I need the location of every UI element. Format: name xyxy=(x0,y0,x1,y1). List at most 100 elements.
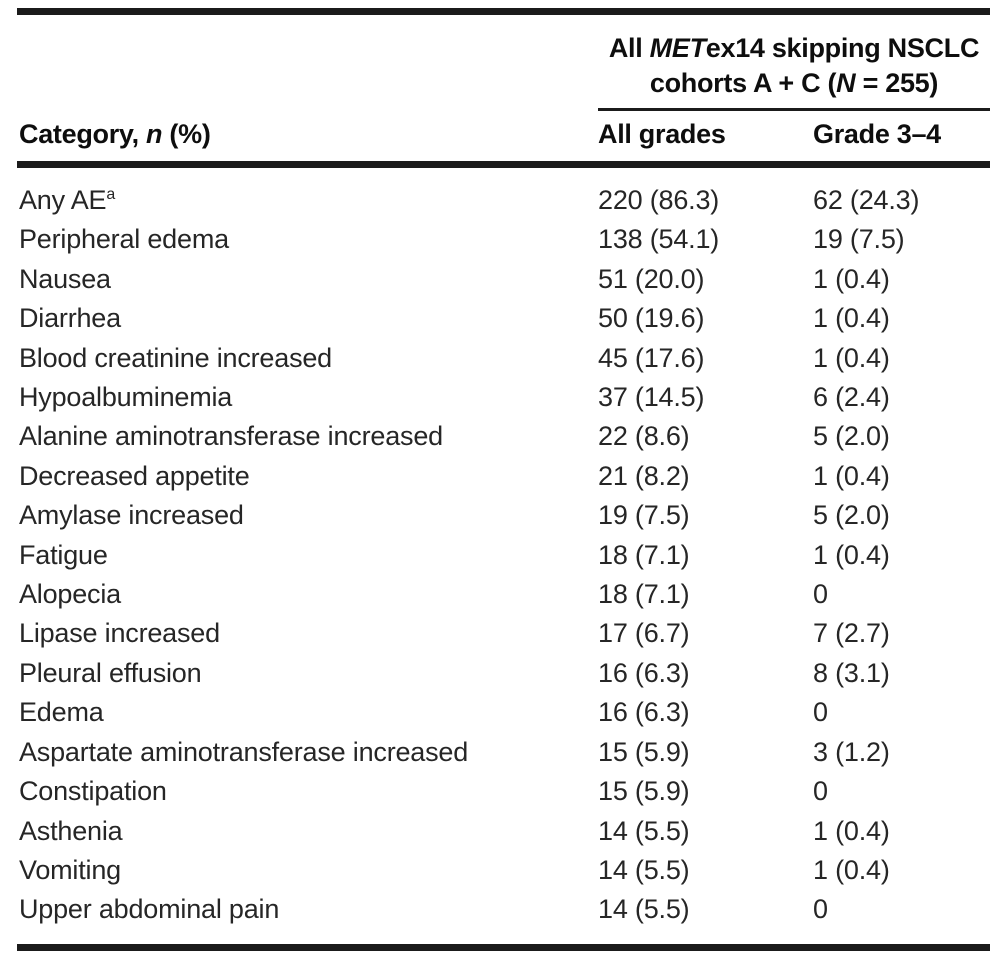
grade-3-4-value: 7 (2.7) xyxy=(813,618,890,649)
table-row: Amylase increased 19 (7.5) 5 (2.0) xyxy=(17,496,990,535)
grade-3-4-value: 1 (0.4) xyxy=(813,815,890,846)
span-header-line1-pre: All xyxy=(608,33,650,63)
category-cell: Any AEa xyxy=(17,165,598,221)
adverse-events-table-container: Category, n (%) All METex14 skipping NSC… xyxy=(17,8,990,951)
grade-3-4-value: 8 (3.1) xyxy=(813,657,890,688)
table-row: Hypoalbuminemia 37 (14.5) 6 (2.4) xyxy=(17,378,990,417)
grade-3-4-value: 1 (0.4) xyxy=(813,460,890,491)
category-label: Edema xyxy=(19,697,104,728)
span-header-line1-italic: MET xyxy=(649,33,706,63)
span-header-line2-pre: cohorts A + C ( xyxy=(649,68,837,98)
grade-3-4-value: 0 xyxy=(813,776,828,807)
table-row: Peripheral edema 138 (54.1) 19 (7.5) xyxy=(17,220,990,259)
table-row: Constipation 15 (5.9) 0 xyxy=(17,772,990,811)
category-header-post: (%) xyxy=(162,119,211,149)
category-cell: Vomiting xyxy=(17,851,598,890)
grade-3-4-value: 3 (1.2) xyxy=(813,736,890,767)
grade-3-4-value: 6 (2.4) xyxy=(813,382,890,413)
category-cell: Amylase increased xyxy=(17,496,598,535)
category-label: Any AE xyxy=(19,185,107,215)
category-cell: Aspartate aminotransferase increased xyxy=(17,733,598,772)
category-cell: Edema xyxy=(17,693,598,732)
table-row: Lipase increased 17 (6.7) 7 (2.7) xyxy=(17,614,990,653)
footnote-marker: a xyxy=(106,186,116,203)
all-grades-value: 18 (7.1) xyxy=(598,539,690,570)
category-cell: Peripheral edema xyxy=(17,220,598,259)
category-label: Nausea xyxy=(19,263,111,294)
category-cell: Constipation xyxy=(17,772,598,811)
all-grades-value: 18 (7.1) xyxy=(598,579,690,610)
all-grades-value: 50 (19.6) xyxy=(598,303,705,334)
category-label: Alanine aminotransferase increased xyxy=(19,421,443,452)
category-header-pre: Category, xyxy=(19,119,147,149)
all-grades-value: 22 (8.6) xyxy=(598,421,690,452)
category-label: Constipation xyxy=(19,776,167,807)
category-label: Amylase increased xyxy=(19,500,244,531)
grade-3-4-value: 0 xyxy=(813,579,828,610)
grade-3-4-value: 0 xyxy=(813,894,828,925)
category-label: Decreased appetite xyxy=(19,460,250,491)
category-label: Fatigue xyxy=(19,539,108,570)
table-row: Fatigue 18 (7.1) 1 (0.4) xyxy=(17,536,990,575)
category-label: Peripheral edema xyxy=(19,224,229,255)
table-header: Category, n (%) All METex14 skipping NSC… xyxy=(17,11,990,168)
span-header-line1-post: ex14 skipping NSCLC xyxy=(705,33,980,63)
column-header-row: All grades Grade 3–4 xyxy=(17,109,990,168)
grade-3-4-value: 5 (2.0) xyxy=(813,421,890,452)
category-cell: Blood creatinine increased xyxy=(17,339,598,378)
all-grades-value: 220 (86.3) xyxy=(598,185,720,215)
span-header-line2: cohorts A + C (N = 255) xyxy=(649,68,939,98)
all-grades-value: 19 (7.5) xyxy=(598,500,690,531)
span-header-line1: All METex14 skipping NSCLC xyxy=(608,33,980,63)
all-grades-value: 16 (6.3) xyxy=(598,697,690,728)
table-row: Upper abdominal pain 14 (5.5) 0 xyxy=(17,890,990,947)
adverse-events-table: Category, n (%) All METex14 skipping NSC… xyxy=(17,8,990,951)
cohort-spanning-header: All METex14 skipping NSCLC cohorts A + C … xyxy=(598,11,990,111)
category-cell: Nausea xyxy=(17,260,598,299)
grade-3-4-value: 62 (24.3) xyxy=(813,185,920,215)
all-grades-value: 37 (14.5) xyxy=(598,382,705,413)
table-row: Decreased appetite 21 (8.2) 1 (0.4) xyxy=(17,457,990,496)
grade-3-4-value: 1 (0.4) xyxy=(813,342,890,373)
table-row: Alopecia 18 (7.1) 0 xyxy=(17,575,990,614)
grade-3-4-value: 1 (0.4) xyxy=(813,539,890,570)
category-label: Asthenia xyxy=(19,815,123,846)
category-cell: Diarrhea xyxy=(17,299,598,338)
spanning-header-row: Category, n (%) All METex14 skipping NSC… xyxy=(17,11,990,168)
table-row: Any AEa 220 (86.3) 62 (24.3) xyxy=(17,165,990,221)
all-grades-value: 45 (17.6) xyxy=(598,342,705,373)
grade-3-4-value: 19 (7.5) xyxy=(813,224,905,255)
all-grades-value: 15 (5.9) xyxy=(598,776,690,807)
category-cell: Decreased appetite xyxy=(17,457,598,496)
category-cell: Alanine aminotransferase increased xyxy=(17,417,598,456)
category-cell: Pleural effusion xyxy=(17,654,598,693)
all-grades-value: 14 (5.5) xyxy=(598,815,690,846)
category-cell: Hypoalbuminemia xyxy=(17,378,598,417)
all-grades-value: 138 (54.1) xyxy=(598,224,720,255)
category-label: Lipase increased xyxy=(19,618,220,649)
all-grades-value: 17 (6.7) xyxy=(598,618,690,649)
table-row: Aspartate aminotransferase increased 15 … xyxy=(17,733,990,772)
all-grades-value: 15 (5.9) xyxy=(598,736,690,767)
table-body: Any AEa 220 (86.3) 62 (24.3) Peripheral … xyxy=(17,165,990,948)
category-label: Blood creatinine increased xyxy=(19,342,332,373)
all-grades-value: 14 (5.5) xyxy=(598,894,690,925)
grade-3-4-value: 1 (0.4) xyxy=(813,303,890,334)
category-label: Pleural effusion xyxy=(19,657,202,688)
all-grades-value: 16 (6.3) xyxy=(598,657,690,688)
grade-3-4-value: 5 (2.0) xyxy=(813,500,890,531)
table-row: Nausea 51 (20.0) 1 (0.4) xyxy=(17,260,990,299)
category-label: Diarrhea xyxy=(19,303,121,334)
grade-3-4-value: 1 (0.4) xyxy=(813,263,890,294)
table-row: Asthenia 14 (5.5) 1 (0.4) xyxy=(17,812,990,851)
category-label: Hypoalbuminemia xyxy=(19,382,233,413)
all-grades-value: 51 (20.0) xyxy=(598,263,705,294)
table-row: Diarrhea 50 (19.6) 1 (0.4) xyxy=(17,299,990,338)
grade-3-4-value: 1 (0.4) xyxy=(813,854,890,885)
span-header-line2-italic: N xyxy=(836,68,856,98)
table-row: Vomiting 14 (5.5) 1 (0.4) xyxy=(17,851,990,890)
category-cell: Asthenia xyxy=(17,812,598,851)
category-header-italic-n: n xyxy=(146,119,163,149)
grade-3-4-value: 0 xyxy=(813,697,828,728)
category-label: Alopecia xyxy=(19,579,121,610)
